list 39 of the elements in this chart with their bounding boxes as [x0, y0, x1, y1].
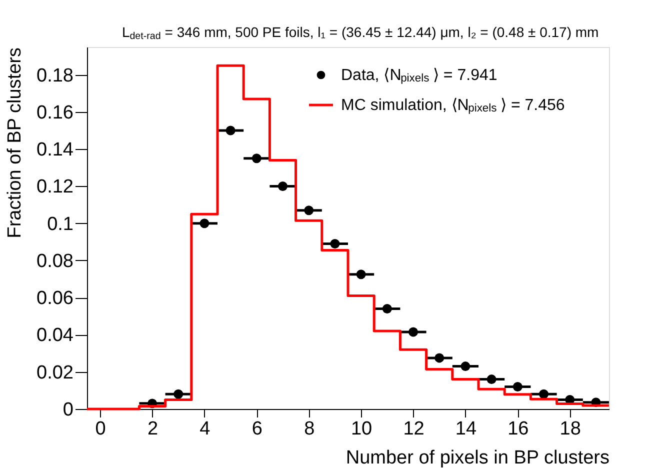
- x-axis-title: Number of pixels in BP clusters: [346, 448, 610, 468]
- x-tick-label: 14: [455, 418, 477, 440]
- y-tick-label: 0: [62, 400, 74, 420]
- point: [278, 181, 288, 191]
- y-tick-label: 0.1: [47, 214, 74, 235]
- point: [226, 126, 236, 136]
- point: [382, 304, 392, 314]
- point: [486, 374, 496, 384]
- x-tick-label: 18: [560, 418, 581, 440]
- legend-label: Data, ⟨Npixels⟩ = 7.941: [341, 67, 498, 85]
- point: [512, 382, 522, 392]
- x-tick-label: 2: [147, 418, 158, 440]
- point: [434, 353, 444, 363]
- y-tick-label: 0.04: [36, 325, 74, 346]
- point: [200, 218, 210, 228]
- y-tick-label: 0.14: [36, 140, 74, 161]
- x-tick-label: 6: [252, 418, 262, 440]
- point: [460, 362, 470, 372]
- y-tick-label: 0.06: [36, 288, 74, 310]
- y-tick-label: 0.02: [36, 362, 74, 384]
- x-tick-label: 0: [95, 418, 106, 440]
- point: [252, 154, 262, 164]
- y-tick-label: 0.08: [36, 250, 74, 272]
- point: [330, 239, 340, 249]
- point: [304, 206, 314, 216]
- point: [356, 270, 366, 280]
- point: [539, 389, 548, 399]
- legend-label: MC simulation, ⟨Npixels⟩ = 7.456: [341, 97, 565, 115]
- y-tick-label: 0.18: [36, 65, 74, 86]
- point: [408, 327, 418, 337]
- x-tick-label: 8: [304, 418, 315, 440]
- x-tick-label: 12: [403, 418, 424, 440]
- y-axis-title: Fraction of BP clusters: [4, 48, 26, 238]
- y-tick-label: 0.12: [36, 176, 74, 198]
- x-tick-label: 4: [200, 418, 211, 440]
- x-tick-label: 16: [508, 418, 529, 440]
- y-tick-label: 0.16: [36, 102, 74, 124]
- x-tick-label: 10: [350, 418, 372, 440]
- point: [174, 389, 184, 399]
